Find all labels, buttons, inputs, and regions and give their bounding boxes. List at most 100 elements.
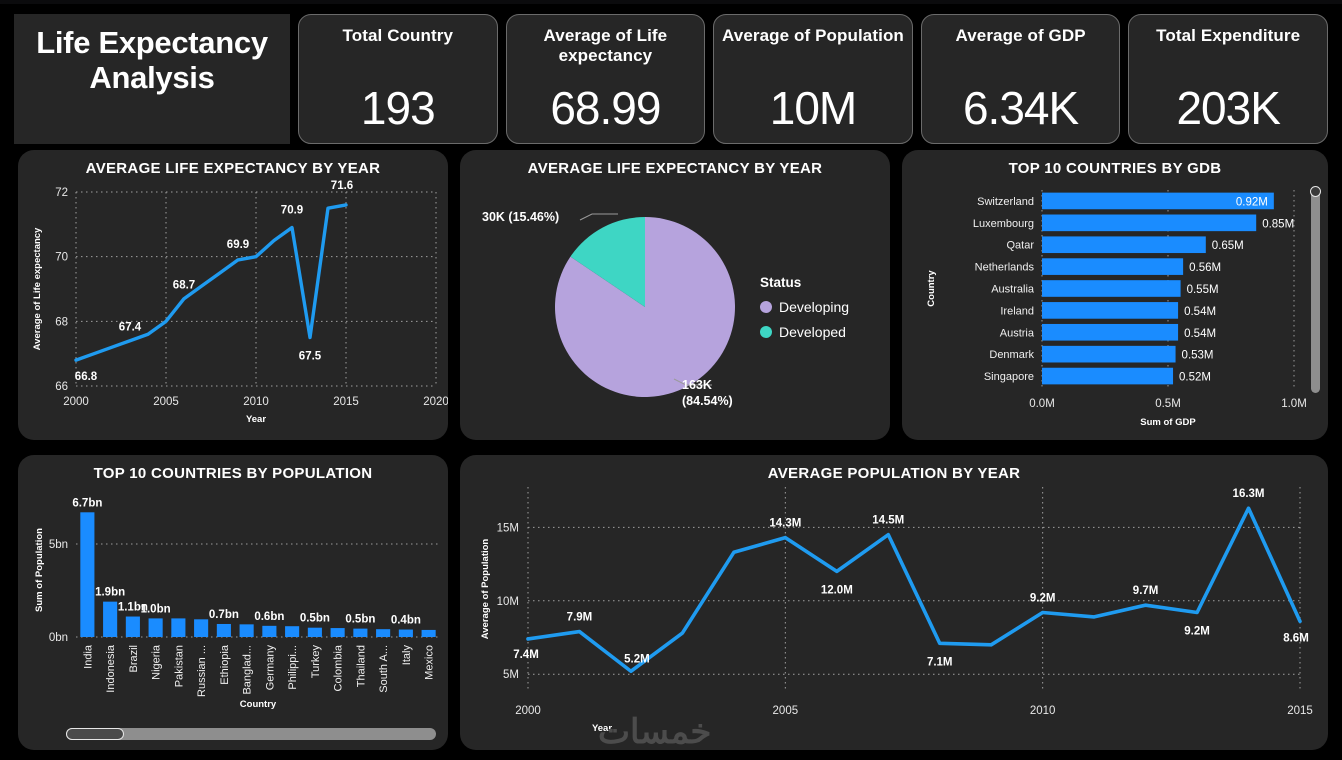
chart-status-pie[interactable]: [460, 150, 890, 440]
svg-text:Indonesia: Indonesia: [105, 644, 117, 693]
svg-text:0.53M: 0.53M: [1182, 350, 1214, 362]
svg-text:67.5: 67.5: [299, 351, 322, 363]
svg-text:Qatar: Qatar: [1006, 240, 1034, 252]
svg-text:0.54M: 0.54M: [1184, 328, 1216, 340]
page-title: Life Expectancy Analysis: [36, 25, 268, 95]
population-horizontal-scrollbar[interactable]: [66, 728, 436, 740]
legend-label: Developing: [779, 299, 850, 315]
kpi-label: Average of Life expectancy: [543, 26, 668, 66]
svg-text:12.0M: 12.0M: [821, 584, 853, 596]
kpi-card-avg-population[interactable]: Average of Population 10M: [713, 14, 913, 144]
svg-text:2005: 2005: [153, 396, 179, 408]
kpi-value: 68.99: [550, 82, 661, 134]
svg-text:India: India: [82, 644, 94, 669]
panel-avg-population-by-year[interactable]: AVERAGE POPULATION BY YEAR 5M 10M 15M 2000 2…: [460, 455, 1328, 750]
svg-text:Luxembourg: Luxembourg: [973, 218, 1034, 230]
svg-text:0.52M: 0.52M: [1179, 372, 1211, 384]
chart-top-countries-by-gdp[interactable]: 0.0M 0.5M 1.0M Switzerland 0.92M Luxembourg 0.…: [902, 150, 1328, 440]
svg-text:Netherlands: Netherlands: [975, 262, 1035, 274]
legend-color-swatch-developing: [760, 301, 772, 313]
page-title-line2: Analysis: [89, 59, 215, 95]
kpi-label: Total Country: [342, 26, 454, 45]
svg-text:0.0M: 0.0M: [1029, 398, 1055, 410]
svg-text:72: 72: [55, 187, 68, 199]
pie-label-developed: 30K (15.46%): [482, 210, 560, 224]
svg-text:Philippi...: Philippi...: [287, 645, 299, 690]
svg-text:0.4bn: 0.4bn: [391, 615, 421, 627]
panel-title: TOP 10 COUNTRIES BY GDB: [1008, 160, 1222, 177]
svg-text:8.6M: 8.6M: [1283, 632, 1309, 644]
svg-text:14.5M: 14.5M: [872, 515, 904, 527]
svg-text:0.6bn: 0.6bn: [254, 611, 284, 623]
panel-status-pie[interactable]: AVERAGE LIFE EXPECTANCY BY YEAR 30K (15.…: [460, 150, 890, 440]
kpi-card-total-expenditure[interactable]: Total Expenditure 203K: [1128, 14, 1328, 144]
svg-text:2010: 2010: [1030, 705, 1056, 717]
legend-item-developing[interactable]: Developing: [760, 299, 849, 315]
panel-top-countries-by-population[interactable]: TOP 10 COUNTRIES BY POPULATION 0bn 5bn 6.7…: [18, 455, 448, 750]
pie-legend: Status Developing Developed: [760, 275, 849, 349]
chart-avg-population-by-year[interactable]: 5M 10M 15M 2000 2005 2010 2015 7.4M 7.9M 5.2M 14.3…: [460, 455, 1328, 750]
kpi-value: 6.34K: [962, 82, 1079, 134]
svg-text:9.2M: 9.2M: [1030, 593, 1056, 605]
svg-text:0.5bn: 0.5bn: [345, 614, 375, 626]
scrollbar-thumb[interactable]: [1310, 186, 1321, 197]
svg-text:2015: 2015: [333, 396, 359, 408]
svg-text:68.7: 68.7: [173, 280, 195, 292]
svg-text:15M: 15M: [497, 522, 519, 534]
chart-top-countries-by-population[interactable]: 0bn 5bn 6.7bn India 1.9bn Indonesia 1.1bn Brazi…: [18, 455, 448, 750]
svg-text:14.3M: 14.3M: [769, 518, 801, 530]
svg-text:70.9: 70.9: [281, 205, 303, 217]
scrollbar-thumb[interactable]: [66, 728, 124, 740]
svg-text:0.5M: 0.5M: [1155, 398, 1181, 410]
kpi-card-avg-gdp[interactable]: Average of GDP 6.34K: [920, 14, 1121, 144]
kpi-card-total-country[interactable]: Total Country 193: [298, 14, 498, 144]
svg-text:Banglad...: Banglad...: [242, 645, 254, 695]
kpi-value: 10M: [769, 82, 857, 134]
panel-top-countries-by-gdp[interactable]: TOP 10 COUNTRIES BY GDB 0.0M 0.5M 1.0M Swit…: [902, 150, 1328, 440]
svg-text:2020: 2020: [423, 396, 448, 408]
svg-text:5M: 5M: [503, 669, 519, 681]
legend-item-developed[interactable]: Developed: [760, 324, 849, 340]
dashboard-title-card: Life Expectancy Analysis: [14, 14, 290, 144]
svg-text:1.1bn: 1.1bn: [118, 602, 148, 614]
svg-text:0.5bn: 0.5bn: [300, 613, 330, 625]
kpi-row: Life Expectancy Analysis Total Country 1…: [14, 14, 1328, 144]
svg-text:68: 68: [55, 316, 68, 328]
kpi-label: Average of GDP: [955, 26, 1086, 45]
svg-text:Thailand: Thailand: [355, 645, 367, 687]
kpi-label: Total Expenditure: [1156, 26, 1301, 45]
svg-text:2000: 2000: [515, 705, 541, 717]
svg-text:Austria: Austria: [1000, 327, 1035, 339]
kpi-value: 193: [360, 82, 436, 134]
svg-text:Australia: Australia: [991, 284, 1035, 296]
svg-text:7.9M: 7.9M: [567, 612, 593, 624]
svg-text:Turkey: Turkey: [310, 645, 322, 679]
svg-text:Country: Country: [926, 270, 937, 307]
svg-text:Italy: Italy: [401, 645, 413, 666]
chart-avg-life-expectancy-by-year[interactable]: 66 68 70 72 2000 2005 2010 2015 2020 66.8 67.4 68.7…: [18, 150, 448, 440]
svg-text:Year: Year: [246, 414, 266, 425]
panel-avg-life-expectancy-by-year[interactable]: AVERAGE LIFE EXPECTANCY BY YEAR 66 68 70 72…: [18, 150, 448, 440]
svg-text:9.2M: 9.2M: [1184, 626, 1210, 638]
svg-text:Sum of GDP: Sum of GDP: [1140, 417, 1196, 428]
svg-text:0.65M: 0.65M: [1212, 240, 1244, 252]
svg-text:70: 70: [55, 252, 68, 264]
svg-text:2010: 2010: [243, 396, 269, 408]
svg-text:16.3M: 16.3M: [1233, 488, 1265, 500]
svg-text:5.2M: 5.2M: [624, 653, 650, 665]
svg-text:Ireland: Ireland: [1000, 305, 1034, 317]
kpi-card-avg-life-expectancy[interactable]: Average of Life expectancy 68.99: [505, 14, 706, 144]
legend-title: Status: [760, 275, 802, 290]
watermark: خمسات: [598, 713, 712, 751]
svg-text:Germany: Germany: [264, 645, 276, 691]
svg-text:66: 66: [55, 381, 68, 393]
svg-text:Colombia: Colombia: [333, 644, 345, 691]
svg-text:1.0M: 1.0M: [1281, 398, 1307, 410]
svg-text:1.0bn: 1.0bn: [141, 603, 171, 615]
panel-title: TOP 10 COUNTRIES BY POPULATION: [93, 465, 373, 482]
svg-text:Russian ...: Russian ...: [196, 645, 208, 697]
svg-text:0.85M: 0.85M: [1262, 218, 1294, 230]
gdp-vertical-scrollbar[interactable]: [1310, 186, 1321, 393]
svg-text:Denmark: Denmark: [989, 349, 1034, 361]
panel-title: AVERAGE LIFE EXPECTANCY BY YEAR: [527, 160, 823, 177]
